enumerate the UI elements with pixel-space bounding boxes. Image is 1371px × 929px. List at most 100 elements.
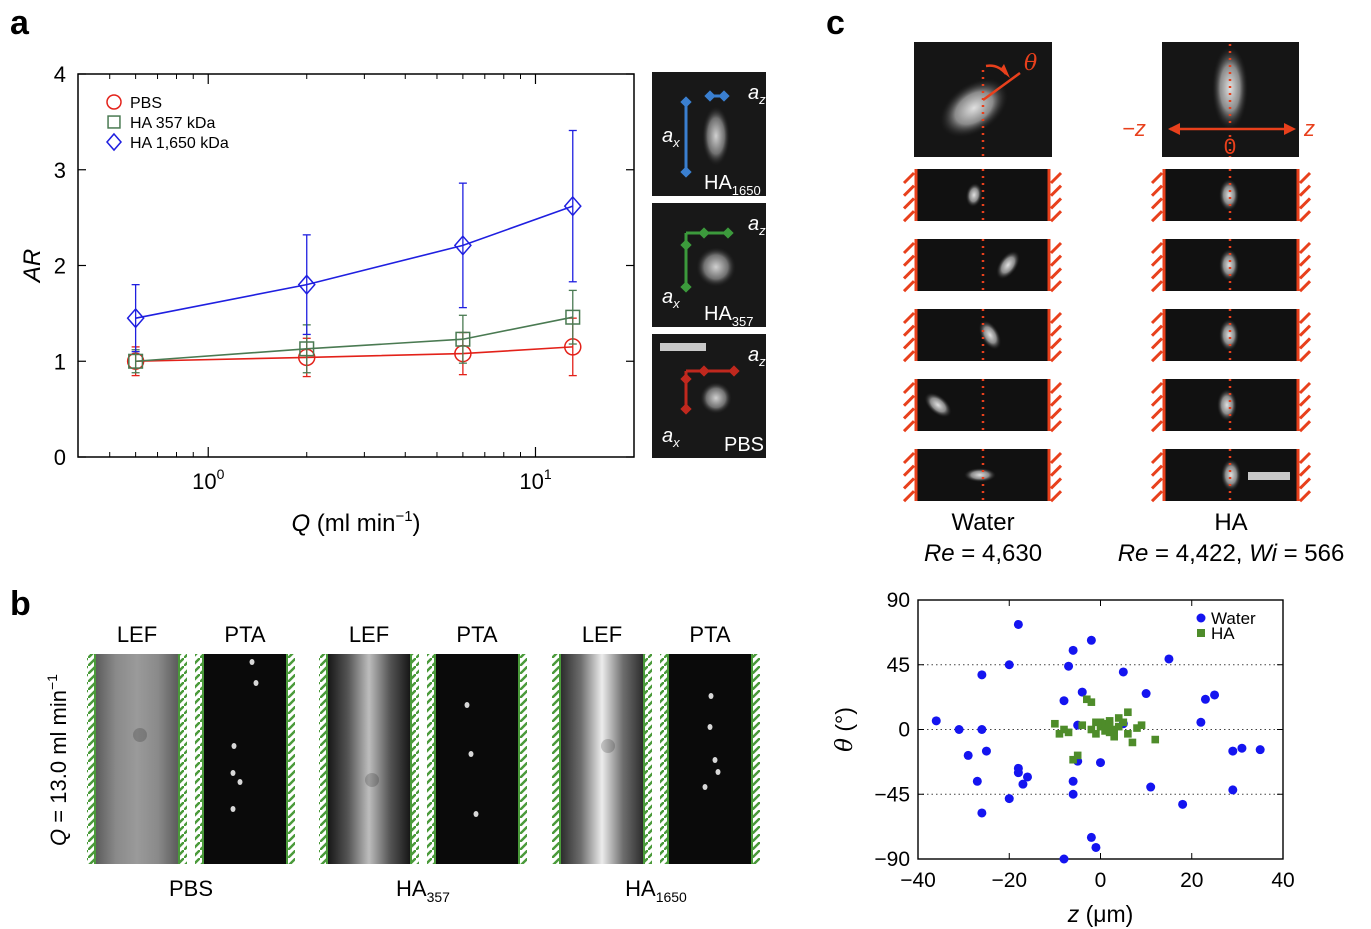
data-point bbox=[972, 776, 982, 786]
data-point bbox=[1069, 755, 1077, 764]
wall-hatch bbox=[1298, 490, 1312, 503]
data-point bbox=[126, 307, 145, 329]
data-point bbox=[963, 750, 973, 760]
wall-hatch bbox=[1298, 394, 1312, 407]
data-point bbox=[1092, 730, 1100, 738]
wall-hatch bbox=[902, 241, 916, 255]
legend-label: PBS bbox=[130, 95, 162, 112]
wall-hatch bbox=[1049, 451, 1063, 465]
water-frame bbox=[902, 169, 1063, 223]
data-point bbox=[1087, 698, 1096, 706]
y-tick-label: 3 bbox=[54, 158, 66, 183]
tracer-particle bbox=[715, 769, 721, 775]
ha-frame bbox=[1150, 309, 1312, 363]
pta-image-1 bbox=[427, 654, 527, 864]
x-tick-label: −20 bbox=[991, 869, 1027, 892]
tracer-particle bbox=[708, 693, 714, 699]
data-point bbox=[1091, 842, 1101, 852]
wall-hatch-right bbox=[177, 654, 187, 864]
z-positive-label: z bbox=[1303, 116, 1315, 141]
channel-image bbox=[203, 654, 287, 864]
data-point bbox=[1105, 728, 1114, 737]
data-point bbox=[1237, 743, 1247, 753]
data-point bbox=[1086, 832, 1096, 842]
legend-label: HA 1,650 kDa bbox=[130, 135, 229, 152]
ax-label: ax bbox=[662, 125, 680, 150]
pta-image-2 bbox=[660, 654, 760, 864]
wall-hatch bbox=[1298, 477, 1312, 490]
data-point bbox=[1196, 717, 1206, 727]
data-point bbox=[453, 235, 472, 256]
wall-hatch bbox=[1298, 407, 1312, 420]
az-label: az bbox=[748, 213, 766, 238]
wall-hatch bbox=[1150, 241, 1164, 255]
y-tick-label: 2 bbox=[54, 254, 66, 279]
ax-label: ax bbox=[662, 286, 680, 311]
wall-hatch bbox=[902, 254, 916, 267]
data-point bbox=[1092, 718, 1100, 727]
data-point bbox=[1051, 719, 1059, 728]
tracer-particle bbox=[230, 806, 236, 812]
data-point bbox=[1114, 714, 1123, 722]
data-point bbox=[1101, 727, 1109, 735]
water-frame bbox=[902, 379, 1063, 433]
data-point bbox=[1114, 722, 1123, 731]
ha-caption-title: HA bbox=[1214, 509, 1247, 536]
x-tick-label: −40 bbox=[900, 869, 936, 892]
series-line bbox=[135, 346, 573, 363]
channel-image bbox=[95, 654, 179, 864]
wall-hatch bbox=[1298, 420, 1312, 433]
wall-hatch bbox=[1150, 350, 1164, 363]
wall-hatch bbox=[1150, 324, 1164, 337]
water-caption-re: Re = 4,630 bbox=[924, 540, 1042, 567]
particle-blob bbox=[1217, 389, 1237, 421]
ha-frame bbox=[1150, 379, 1312, 433]
scale-bar bbox=[1248, 472, 1290, 480]
tile-tag: HA357 bbox=[704, 303, 754, 329]
legend-marker bbox=[1197, 629, 1205, 637]
wall-hatch bbox=[1049, 280, 1063, 293]
scale-bar bbox=[660, 343, 706, 351]
data-point bbox=[931, 716, 941, 726]
tracer-particle bbox=[707, 724, 713, 730]
x-tick-label: 100 bbox=[192, 466, 224, 494]
particle-blob bbox=[1219, 249, 1239, 281]
angle-arrow bbox=[1000, 64, 1010, 78]
particle-blob bbox=[1219, 179, 1239, 211]
group-label: HA1650 bbox=[625, 876, 687, 905]
wall-hatch bbox=[1150, 171, 1164, 185]
data-point bbox=[1064, 728, 1073, 737]
wall-hatch bbox=[902, 477, 916, 490]
wall-hatch bbox=[1150, 337, 1164, 350]
tracer-particle bbox=[702, 784, 708, 790]
data-point bbox=[1013, 763, 1023, 773]
column-label: PTA bbox=[224, 622, 265, 647]
channel-image bbox=[435, 654, 519, 864]
wall-hatch bbox=[1298, 184, 1312, 197]
wall-hatch-right bbox=[285, 654, 295, 864]
data-point bbox=[1105, 721, 1114, 729]
wall-hatch bbox=[1298, 254, 1312, 267]
data-point bbox=[1004, 794, 1014, 804]
data-point bbox=[977, 808, 987, 818]
wall-hatch bbox=[1049, 420, 1063, 433]
y-tick-label: 0 bbox=[898, 719, 910, 742]
data-point bbox=[1077, 687, 1087, 697]
wall-hatch bbox=[1298, 451, 1312, 465]
column-label: PTA bbox=[456, 622, 497, 647]
wall-hatch bbox=[1049, 477, 1063, 490]
y-tick-label: −45 bbox=[874, 783, 910, 806]
lef-image-2 bbox=[552, 654, 652, 864]
ax-label: ax bbox=[662, 425, 680, 450]
particle-tile-357: az ax HA357 bbox=[652, 203, 766, 329]
x-tick-label: 0 bbox=[1095, 869, 1107, 892]
wall-hatch bbox=[1150, 311, 1164, 325]
tracer-particle bbox=[249, 659, 255, 665]
wall-hatch bbox=[1049, 184, 1063, 197]
data-point bbox=[1004, 660, 1014, 670]
wall-hatch-right bbox=[750, 654, 760, 864]
series-line bbox=[135, 316, 573, 363]
wall-hatch bbox=[902, 311, 916, 325]
data-point bbox=[1068, 776, 1078, 786]
